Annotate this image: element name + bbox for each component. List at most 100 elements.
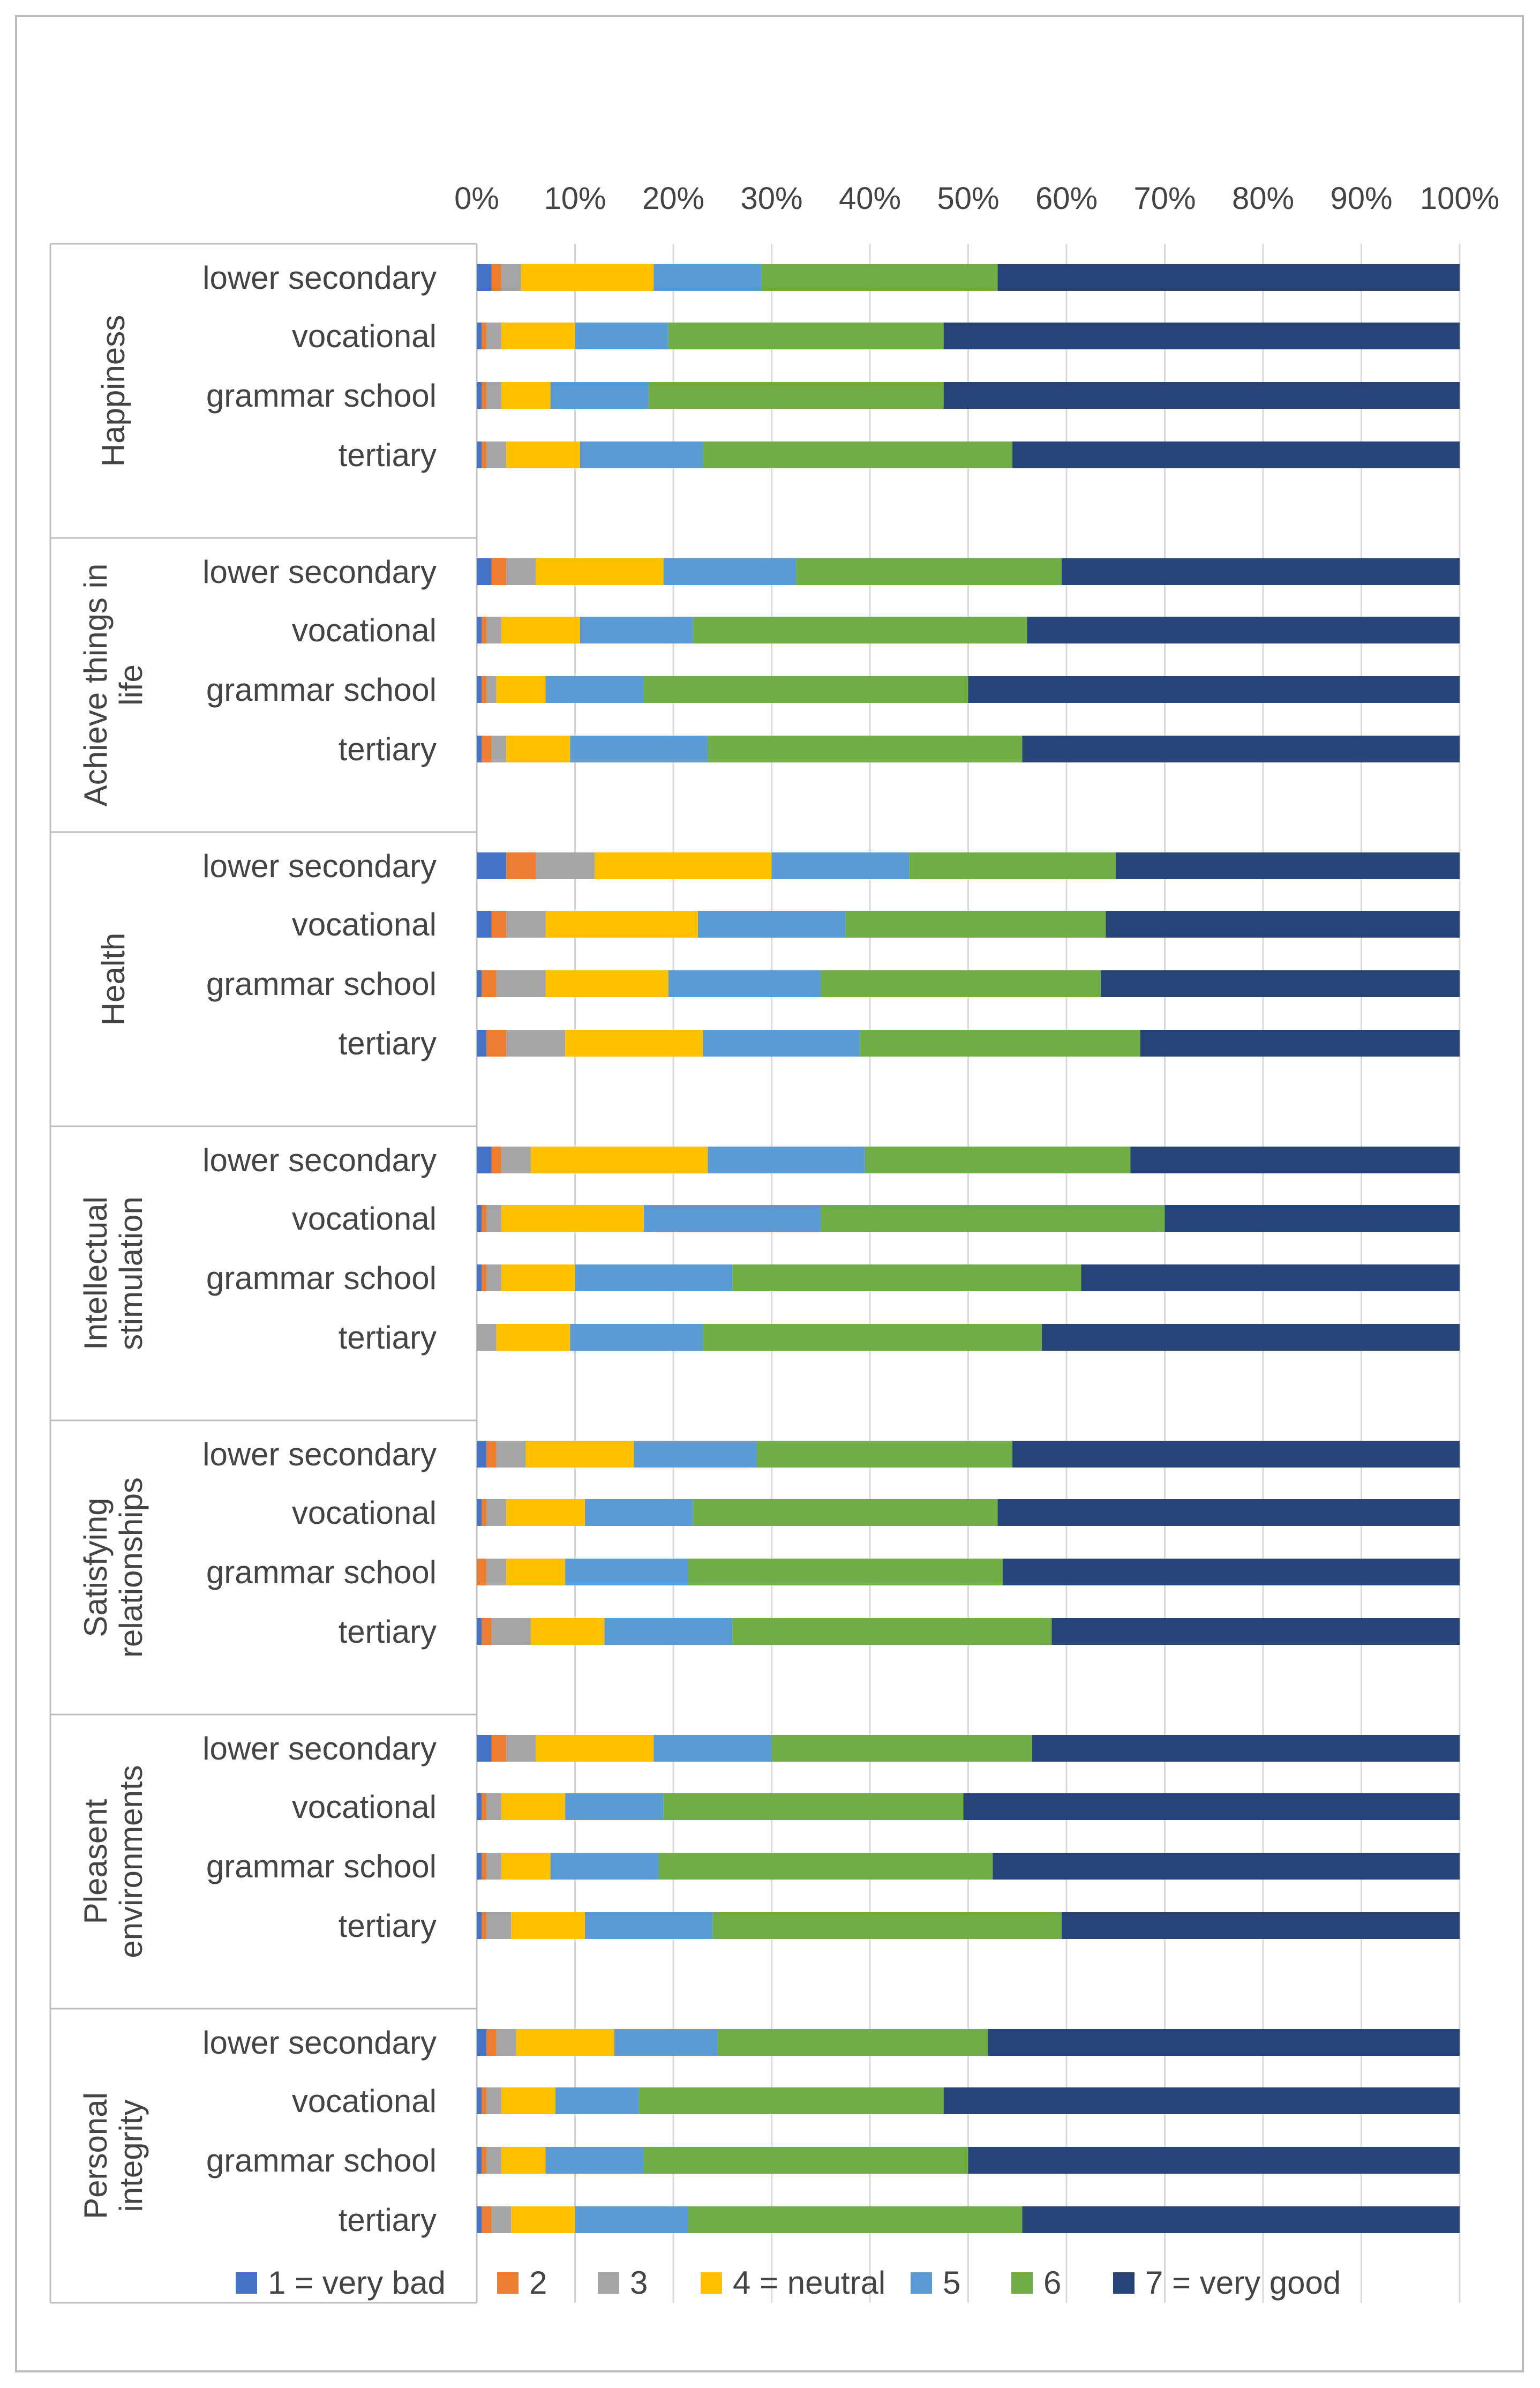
bar-segment xyxy=(584,1912,713,1939)
group-label: Happiness xyxy=(95,315,131,467)
row-label: grammar school xyxy=(206,1260,437,1296)
x-tick-label: 60% xyxy=(1035,181,1098,216)
bar-segment xyxy=(511,1912,585,1939)
bar-segment xyxy=(486,323,501,349)
bar-segment xyxy=(580,617,693,643)
bar-segment xyxy=(506,1499,585,1526)
group-label: Personalintegrity xyxy=(78,2092,149,2219)
bar-segment xyxy=(501,1205,644,1232)
bar-segment xyxy=(555,2087,639,2114)
bar-segment xyxy=(584,1499,693,1526)
bar-segment xyxy=(482,1499,487,1526)
x-tick-label: 50% xyxy=(937,181,999,216)
x-tick-label: 70% xyxy=(1133,181,1196,216)
bar-segment xyxy=(1012,441,1460,468)
bar-segment xyxy=(477,323,482,349)
bar-segment xyxy=(477,2087,482,2114)
bar-segment xyxy=(482,1853,487,1880)
row-label: tertiary xyxy=(339,1025,437,1061)
x-tick-label: 100% xyxy=(1420,181,1499,216)
x-tick-label: 10% xyxy=(544,181,606,216)
bar-segment xyxy=(575,2206,688,2233)
bar-segment xyxy=(1140,1030,1460,1057)
bar-segment xyxy=(482,736,492,762)
bar-segment xyxy=(643,676,968,703)
bar-segment xyxy=(845,911,1106,938)
bar-segment xyxy=(821,1205,1165,1232)
bar-segment xyxy=(1051,1618,1460,1645)
bar-segment xyxy=(486,1853,501,1880)
bar-segment xyxy=(649,382,944,409)
bar-segment xyxy=(486,441,507,468)
x-tick-label: 90% xyxy=(1330,181,1392,216)
bar-segment xyxy=(477,441,482,468)
bar-segment xyxy=(604,1618,733,1645)
bar-segment xyxy=(545,911,698,938)
legend-swatch xyxy=(598,2272,619,2294)
row-label: tertiary xyxy=(339,1614,437,1650)
legend-label: 3 xyxy=(630,2265,648,2301)
row-label: vocational xyxy=(292,2083,437,2119)
bar-segment xyxy=(482,2087,487,2114)
bar-segment xyxy=(595,852,772,879)
bar-segment xyxy=(1022,2206,1460,2233)
bar-segment xyxy=(477,1264,482,1291)
bar-segment xyxy=(688,1559,1003,1585)
bar-segment xyxy=(477,2029,487,2056)
bar-segment xyxy=(482,1618,492,1645)
row-label: tertiary xyxy=(339,1908,437,1944)
bar-segment xyxy=(997,1499,1460,1526)
bar-segment xyxy=(821,970,1101,997)
legend-label: 2 xyxy=(529,2265,547,2301)
bar-segment xyxy=(1130,1147,1460,1173)
bar-segment xyxy=(482,970,497,997)
bar-segment xyxy=(491,911,507,938)
bar-segment xyxy=(668,323,944,349)
bar-segment xyxy=(486,617,501,643)
bar-segment xyxy=(516,2029,614,2056)
row-label: vocational xyxy=(292,1201,437,1237)
bar-segment xyxy=(997,264,1460,291)
bar-segment xyxy=(530,1147,708,1173)
bar-segment xyxy=(536,1735,654,1762)
bar-segment xyxy=(796,558,1062,585)
bar-segment xyxy=(575,1264,733,1291)
bar-segment xyxy=(506,441,580,468)
row-label: grammar school xyxy=(206,966,437,1002)
x-tick-label: 40% xyxy=(839,181,901,216)
bar-segment xyxy=(732,1618,1052,1645)
bar-segment xyxy=(1042,1324,1460,1351)
row-label: grammar school xyxy=(206,2143,437,2179)
bar-segment xyxy=(491,1735,507,1762)
bar-segment xyxy=(477,852,507,879)
bar-segment xyxy=(477,970,482,997)
row-label: grammar school xyxy=(206,672,437,708)
bar-segment xyxy=(703,441,1013,468)
bar-segment xyxy=(708,736,1023,762)
bar-segment xyxy=(477,911,492,938)
category-labels: Happiness lower secondary vocational gramma… xyxy=(78,260,437,2238)
row-label: vocational xyxy=(292,318,437,354)
bar-segment xyxy=(477,2206,482,2233)
bar-segment xyxy=(638,2087,944,2114)
legend-label: 6 xyxy=(1043,2265,1061,2301)
bar-segment xyxy=(496,676,546,703)
bar-segment xyxy=(477,558,492,585)
bar-segment xyxy=(477,736,482,762)
bar-segment xyxy=(688,2206,1023,2233)
bar-segment xyxy=(496,970,546,997)
bar-segment xyxy=(491,2206,512,2233)
bar-segment xyxy=(1081,1264,1460,1291)
bar-segment xyxy=(486,1559,507,1585)
bar-segment xyxy=(909,852,1116,879)
row-label: lower secondary xyxy=(202,1731,437,1766)
x-axis-ticks: 0% 10% 20% 30% 40% 50% 60% 70% 80% 90% 100% xyxy=(454,181,1499,216)
bar-segment xyxy=(501,617,580,643)
x-tick-label: 20% xyxy=(642,181,704,216)
bar-segment xyxy=(506,852,536,879)
bar-segment xyxy=(482,1264,487,1291)
bar-segment xyxy=(477,1030,487,1057)
bar-segment xyxy=(732,1264,1081,1291)
legend-swatch xyxy=(497,2272,519,2294)
bar-segment xyxy=(501,1147,531,1173)
